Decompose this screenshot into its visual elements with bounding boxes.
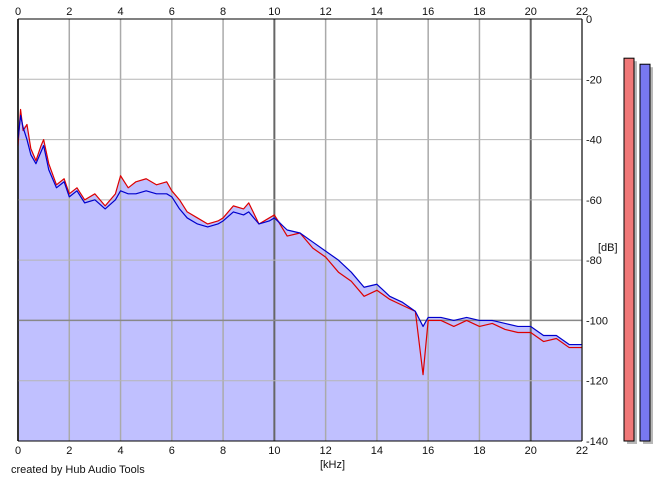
x-axis-label: [kHz] [320, 459, 345, 471]
y-axis-label: [dB] [598, 242, 618, 254]
x-tick-label-bottom: 18 [473, 445, 485, 457]
spectrum-fill [18, 109, 582, 441]
y-tick-label: -40 [586, 135, 602, 147]
x-tick-label-top: 16 [422, 6, 434, 18]
x-tick-label-bottom: 2 [66, 445, 72, 457]
x-tick-label-bottom: 10 [268, 445, 280, 457]
x-tick-label-top: 20 [525, 6, 537, 18]
x-tick-label-bottom: 14 [371, 445, 383, 457]
x-tick-label-bottom: 20 [525, 445, 537, 457]
x-tick-label-bottom: 22 [576, 445, 588, 457]
x-tick-label-top: 14 [371, 6, 383, 18]
y-tick-label: -20 [586, 74, 602, 86]
y-tick-label: -100 [586, 315, 608, 327]
x-tick-label-top: 6 [169, 6, 175, 18]
axes: 002244668810101212141416161818202022220-… [15, 6, 608, 457]
x-tick-label-bottom: 16 [422, 445, 434, 457]
credit-text: created by Hub Audio Tools [11, 464, 145, 476]
y-tick-label: -80 [586, 255, 602, 267]
x-tick-label-bottom: 0 [15, 445, 21, 457]
x-tick-label-top: 2 [66, 6, 72, 18]
y-tick-label: -60 [586, 195, 602, 207]
x-tick-label-bottom: 8 [220, 445, 226, 457]
x-tick-label-bottom: 6 [169, 445, 175, 457]
series-blue-line [17, 114, 582, 346]
level-meter-right [639, 63, 651, 442]
series-red-line [17, 108, 582, 376]
level-meters [623, 57, 653, 444]
x-tick-label-top: 12 [320, 6, 332, 18]
x-tick-label-top: 10 [268, 6, 280, 18]
x-tick-label-top: 18 [473, 6, 485, 18]
x-tick-label-top: 0 [15, 6, 21, 18]
x-tick-label-top: 22 [576, 6, 588, 18]
y-tick-label: 0 [586, 14, 592, 26]
x-tick-label-top: 8 [220, 6, 226, 18]
y-tick-label: -120 [586, 376, 608, 388]
level-meter-left [623, 57, 635, 442]
y-tick-label: -140 [586, 436, 608, 448]
x-tick-label-bottom: 4 [117, 445, 123, 457]
x-tick-label-bottom: 12 [320, 445, 332, 457]
x-tick-label-top: 4 [117, 6, 123, 18]
